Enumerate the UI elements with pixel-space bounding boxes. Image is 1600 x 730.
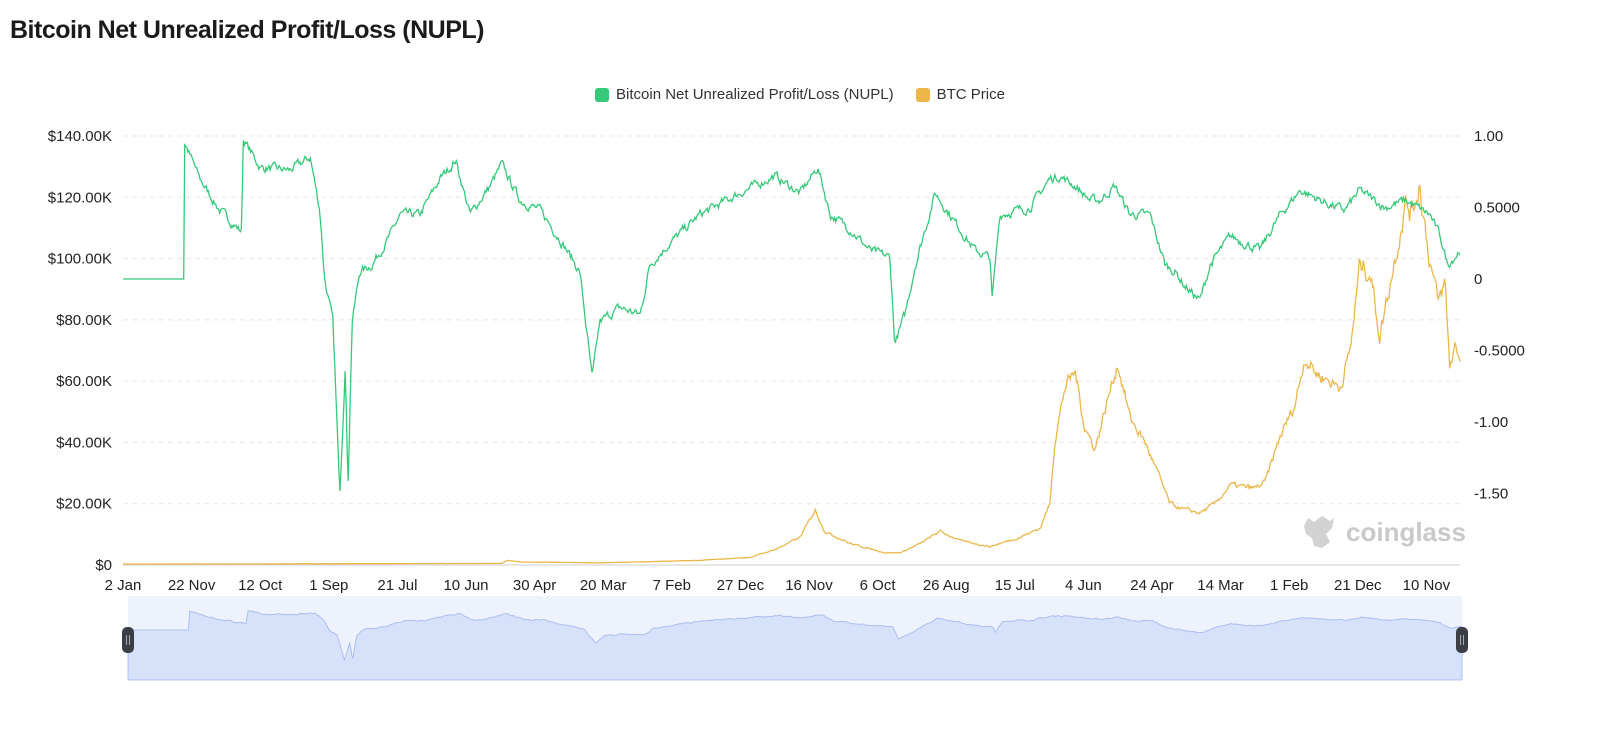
y-left-tick-label: $120.00K: [48, 189, 112, 206]
x-tick-label: 14 Mar: [1197, 577, 1244, 594]
data-zoom-right-handle[interactable]: [1456, 627, 1468, 653]
y-left-tick-label: $100.00K: [48, 251, 112, 268]
x-tick-label: 15 Jul: [995, 577, 1035, 594]
legend-label-nupl: Bitcoin Net Unrealized Profit/Loss (NUPL…: [616, 86, 894, 103]
x-tick-label: 27 Dec: [717, 577, 765, 594]
x-tick-label: 21 Dec: [1334, 577, 1382, 594]
y-right-tick-label: -1.00: [1474, 414, 1508, 431]
y-right-tick-label: 1.00: [1474, 128, 1503, 145]
legend-item-btc-price[interactable]: BTC Price: [915, 86, 1005, 103]
legend-swatch-nupl: [595, 87, 610, 102]
y-left-tick-label: $80.00K: [56, 312, 112, 329]
data-zoom-preview: [127, 609, 1463, 681]
page-title: Bitcoin Net Unrealized Profit/Loss (NUPL…: [10, 16, 484, 44]
x-tick-label: 26 Aug: [923, 577, 970, 594]
y-left-tick-label: $0: [95, 557, 112, 574]
y-right-tick-label: -1.50: [1474, 486, 1508, 503]
x-tick-label: 7 Feb: [653, 577, 691, 594]
x-tick-label: 24 Apr: [1130, 577, 1173, 594]
y-left-tick-label: $140.00K: [48, 128, 112, 145]
y-left-tick-label: $20.00K: [56, 496, 112, 513]
x-tick-label: 1 Sep: [309, 577, 348, 594]
x-tick-label: 2 Jan: [105, 577, 142, 594]
x-tick-label: 10 Jun: [443, 577, 488, 594]
btc-price-line: [123, 184, 1461, 565]
coinglass-logo-icon: [1304, 516, 1334, 548]
y-right-tick-label: 0: [1474, 271, 1482, 288]
legend-label-btc-price: BTC Price: [936, 86, 1005, 103]
y-left-tick-label: $60.00K: [56, 373, 112, 390]
x-tick-label: 20 Mar: [580, 577, 627, 594]
x-tick-label: 10 Nov: [1403, 577, 1451, 594]
x-tick-label: 21 Jul: [377, 577, 417, 594]
y-right-tick-label: 0.5000: [1474, 200, 1520, 217]
watermark-text: coinglass: [1346, 516, 1466, 547]
x-tick-label: 22 Nov: [168, 577, 216, 594]
coinglass-watermark: coinglass: [1300, 512, 1466, 552]
y-left-tick-label: $40.00K: [56, 434, 112, 451]
x-tick-label: 16 Nov: [785, 577, 833, 594]
chart-legend: Bitcoin Net Unrealized Profit/Loss (NUPL…: [0, 86, 1600, 103]
x-tick-label: 4 Jun: [1065, 577, 1102, 594]
y-right-tick-label: -0.5000: [1474, 343, 1525, 360]
x-tick-label: 12 Oct: [238, 577, 283, 594]
nupl-line: [123, 140, 1461, 492]
x-tick-label: 6 Oct: [860, 577, 897, 594]
x-tick-label: 30 Apr: [513, 577, 556, 594]
x-tick-label: 1 Feb: [1270, 577, 1308, 594]
data-zoom-left-handle[interactable]: [122, 627, 134, 653]
legend-item-nupl[interactable]: Bitcoin Net Unrealized Profit/Loss (NUPL…: [595, 86, 894, 103]
legend-swatch-btc-price: [915, 87, 930, 102]
